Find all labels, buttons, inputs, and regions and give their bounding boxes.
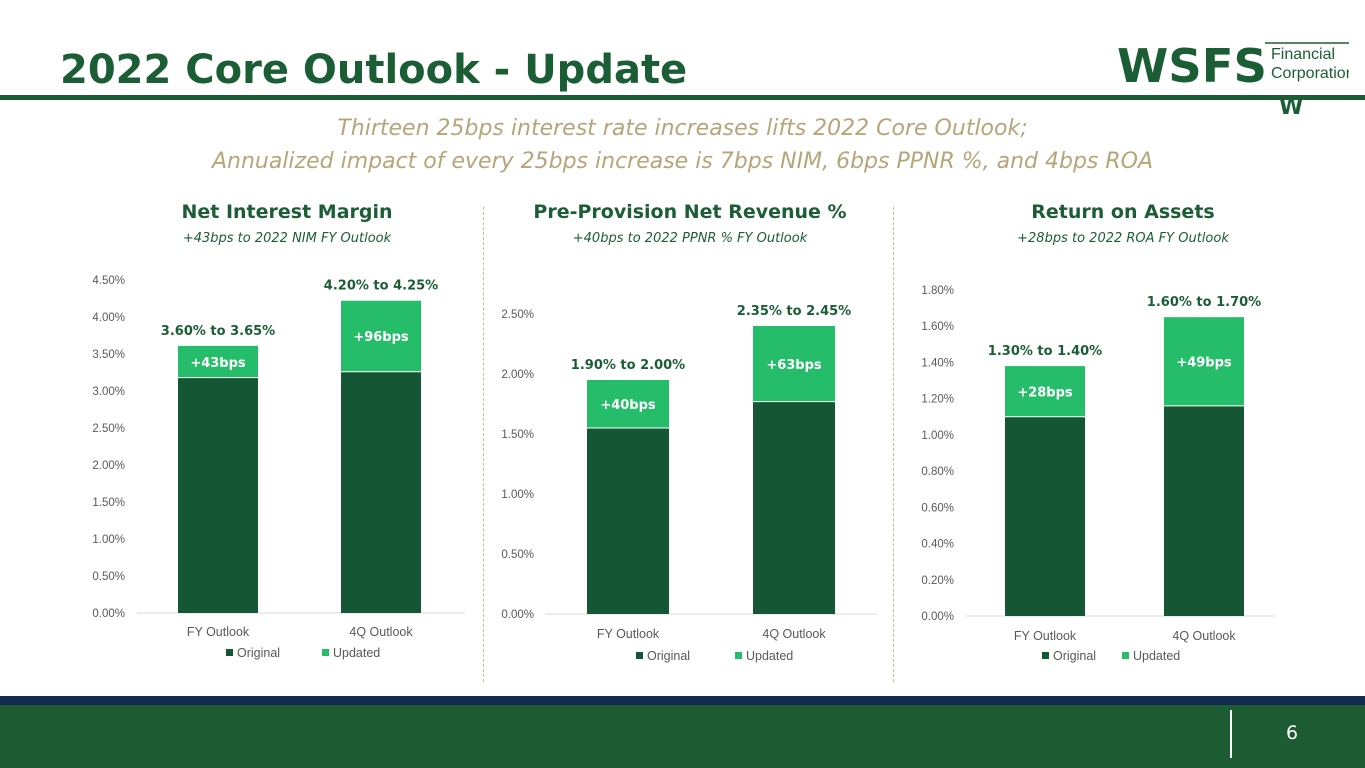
ppnr-legend-label-updated: Updated — [746, 649, 793, 663]
ppnr-y-tick: 2.50% — [501, 309, 534, 321]
nim-y-tick: 3.00% — [92, 386, 125, 398]
ppnr-legend-swatch-updated — [735, 652, 742, 659]
panel-divider-right — [893, 207, 894, 682]
roa-bar-updated — [1164, 317, 1244, 406]
wsfs-logo: WSFS Financial Corporation W — [1117, 40, 1349, 116]
slide-title: 2022 Core Outlook - Update — [60, 47, 688, 93]
logo-wordmark: WSFS — [1117, 40, 1267, 93]
roa-legend-label-original: Original — [1053, 649, 1096, 663]
nim-legend-label-original: Original — [237, 646, 280, 660]
ppnr-y-tick: 0.50% — [501, 549, 534, 561]
ppnr-y-tick: 1.00% — [501, 489, 534, 501]
headline-line-2: Annualized impact of every 25bps increas… — [211, 149, 1154, 174]
ppnr-total-label: 2.35% to 2.45% — [737, 304, 851, 319]
ppnr-bar-original — [753, 401, 835, 614]
roa-y-tick: 1.40% — [921, 357, 954, 369]
nim-total-label: 4.20% to 4.25% — [324, 279, 438, 294]
nim-y-tick: 1.00% — [92, 534, 125, 546]
nim-y-tick: 0.50% — [92, 571, 125, 583]
nim-y-tick: 4.00% — [92, 312, 125, 324]
logo-emblem-w: W — [1279, 95, 1303, 116]
nim-bar-original — [178, 377, 258, 613]
roa-category-label: 4Q Outlook — [1172, 629, 1236, 643]
roa-y-tick: 0.80% — [921, 466, 954, 478]
footer-stripe — [0, 696, 1365, 705]
roa-y-tick: 1.80% — [921, 285, 954, 297]
nim-y-tick: 2.50% — [92, 423, 125, 435]
ppnr-category-label: 4Q Outlook — [762, 627, 826, 641]
roa-bar-original — [1005, 416, 1085, 616]
nim-bar-original — [341, 371, 421, 613]
nim-category-label: FY Outlook — [187, 625, 250, 639]
roa-total-label: 1.60% to 1.70% — [1147, 295, 1261, 310]
roa-y-tick: 0.60% — [921, 502, 954, 514]
nim-legend-swatch-updated — [322, 649, 329, 656]
ppnr-y-tick: 0.00% — [501, 609, 534, 621]
nim-y-tick: 2.00% — [92, 460, 125, 472]
nim-segment-label: +43bps — [190, 356, 246, 371]
roa-legend-label-updated: Updated — [1133, 649, 1180, 663]
roa-legend-swatch-original — [1042, 652, 1049, 659]
panel-title-roa: Return on Assets — [1031, 201, 1215, 223]
ppnr-y-tick: 1.50% — [501, 429, 534, 441]
roa-category-label: FY Outlook — [1014, 629, 1077, 643]
ppnr-bar-updated — [753, 326, 835, 402]
roa-y-tick: 1.00% — [921, 430, 954, 442]
ppnr-segment-label: +40bps — [600, 398, 656, 413]
nim-bar-updated — [341, 300, 421, 372]
headline-line-1: Thirteen 25bps interest rate increases l… — [337, 116, 1028, 141]
roa-segment-label: +49bps — [1176, 356, 1232, 371]
ppnr-segment-label: +63bps — [766, 358, 822, 373]
ppnr-category-label: FY Outlook — [597, 627, 660, 641]
ppnr-legend-label-original: Original — [647, 649, 690, 663]
nim-y-tick: 0.00% — [92, 608, 125, 620]
roa-total-label: 1.30% to 1.40% — [988, 344, 1102, 359]
ppnr-y-tick: 2.00% — [501, 369, 534, 381]
nim-segment-label: +96bps — [353, 330, 409, 345]
panel-subtitle-roa: +28bps to 2022 ROA FY Outlook — [1017, 231, 1229, 246]
roa-segment-label: +28bps — [1017, 385, 1073, 400]
roa-y-tick: 1.20% — [921, 394, 954, 406]
panel-divider-left — [483, 207, 484, 682]
panel-title-ppnr: Pre-Provision Net Revenue % — [533, 201, 847, 223]
roa-legend-swatch-updated — [1122, 652, 1129, 659]
roa-y-tick: 1.60% — [921, 321, 954, 333]
nim-legend-swatch-original — [226, 649, 233, 656]
nim-total-label: 3.60% to 3.65% — [161, 324, 275, 339]
logo-financial: Financial — [1271, 46, 1335, 63]
title-rule — [0, 95, 1365, 100]
panel-title-nim: Net Interest Margin — [181, 201, 393, 223]
nim-y-tick: 4.50% — [92, 275, 125, 287]
roa-y-tick: 0.40% — [921, 539, 954, 551]
ppnr-total-label: 1.90% to 2.00% — [571, 358, 685, 373]
footer-divider — [1230, 710, 1232, 758]
ppnr-bar-updated — [587, 380, 669, 428]
roa-y-tick: 0.00% — [921, 611, 954, 623]
panel-subtitle-nim: +43bps to 2022 NIM FY Outlook — [182, 231, 392, 246]
logo-corporation: Corporation — [1271, 65, 1349, 82]
roa-y-tick: 0.20% — [921, 575, 954, 587]
nim-legend-label-updated: Updated — [333, 646, 380, 660]
ppnr-legend-swatch-original — [636, 652, 643, 659]
roa-bar-original — [1164, 405, 1244, 616]
nim-category-label: 4Q Outlook — [349, 625, 413, 639]
page-number: 6 — [1286, 722, 1299, 744]
ppnr-bar-original — [587, 428, 669, 614]
footer-bar — [0, 705, 1365, 768]
panel-subtitle-ppnr: +40bps to 2022 PPNR % FY Outlook — [572, 231, 808, 246]
nim-bar-updated — [178, 345, 258, 378]
nim-y-tick: 3.50% — [92, 349, 125, 361]
nim-y-tick: 1.50% — [92, 497, 125, 509]
roa-bar-updated — [1005, 366, 1085, 417]
